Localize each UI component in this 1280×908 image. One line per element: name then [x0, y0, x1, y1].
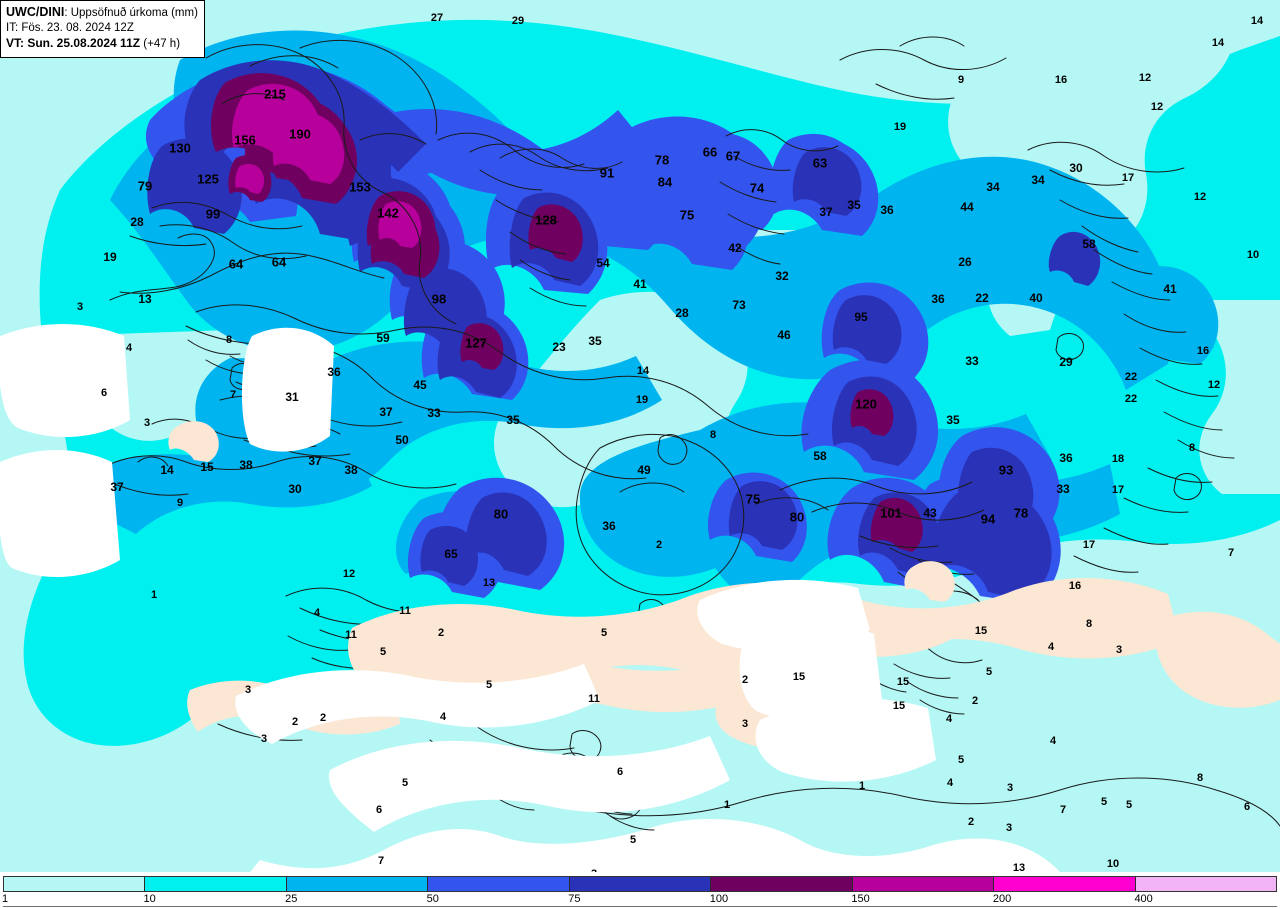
colorbar-segment[interactable]: [286, 877, 429, 891]
precip-band-7: [231, 83, 422, 248]
colorbar-tick-label: 25: [285, 893, 298, 905]
colorbar-segments[interactable]: [3, 876, 1277, 892]
colorbar-segment[interactable]: [852, 877, 995, 891]
colorbar-tick-label: 10: [143, 893, 156, 905]
colorbar-tick-label: 50: [426, 893, 439, 905]
colorbar-tick-label: 150: [851, 893, 870, 905]
colorbar-segment[interactable]: [4, 877, 146, 891]
model-name: UWC/DINI: [6, 5, 65, 19]
colorbar-tick-label: 1: [2, 893, 9, 905]
header-line-model: UWC/DINI: Uppsöfnuð úrkoma (mm): [6, 4, 198, 21]
colorbar-baseline-rule: [3, 906, 1277, 907]
lead-time: (+47 h): [140, 38, 181, 51]
colorbar-segment[interactable]: [994, 877, 1136, 891]
colorbar-segment[interactable]: [569, 877, 712, 891]
header-line-init-time: IT: Fös. 23. 08. 2024 12Z: [6, 22, 134, 35]
colorbar-segment[interactable]: [428, 877, 570, 891]
colorbar-tick-labels: 1 10 25 50 75 100 150 200 400: [2, 893, 1277, 907]
colorbar-tick-label: 200: [992, 893, 1012, 905]
valid-time-label: VT: Sun. 25.08.2024 11Z: [6, 36, 141, 51]
colorbar-segment[interactable]: [1135, 877, 1276, 891]
precipitation-colorbar: 1 10 25 50 75 100 150 200 400: [0, 872, 1280, 908]
colorbar-tick-label: 75: [568, 893, 581, 905]
colorbar-tick-label: 400: [1134, 893, 1153, 905]
colorbar-segment[interactable]: [145, 877, 287, 891]
map-header-info-box: UWC/DINI: Uppsöfnuð úrkoma (mm) IT: Fös.…: [0, 0, 205, 58]
dry-land-areas: [0, 324, 936, 832]
map-canvas: [0, 0, 1280, 872]
precipitation-map[interactable]: [0, 0, 1280, 872]
colorbar-segment[interactable]: [711, 877, 853, 891]
header-line-valid-time: VT: Sun. 25.08.2024 11Z (+47 h): [6, 36, 198, 52]
colorbar-tick-label: 100: [709, 893, 729, 905]
parameter-name: : Uppsöfnuð úrkoma (mm): [64, 7, 198, 19]
